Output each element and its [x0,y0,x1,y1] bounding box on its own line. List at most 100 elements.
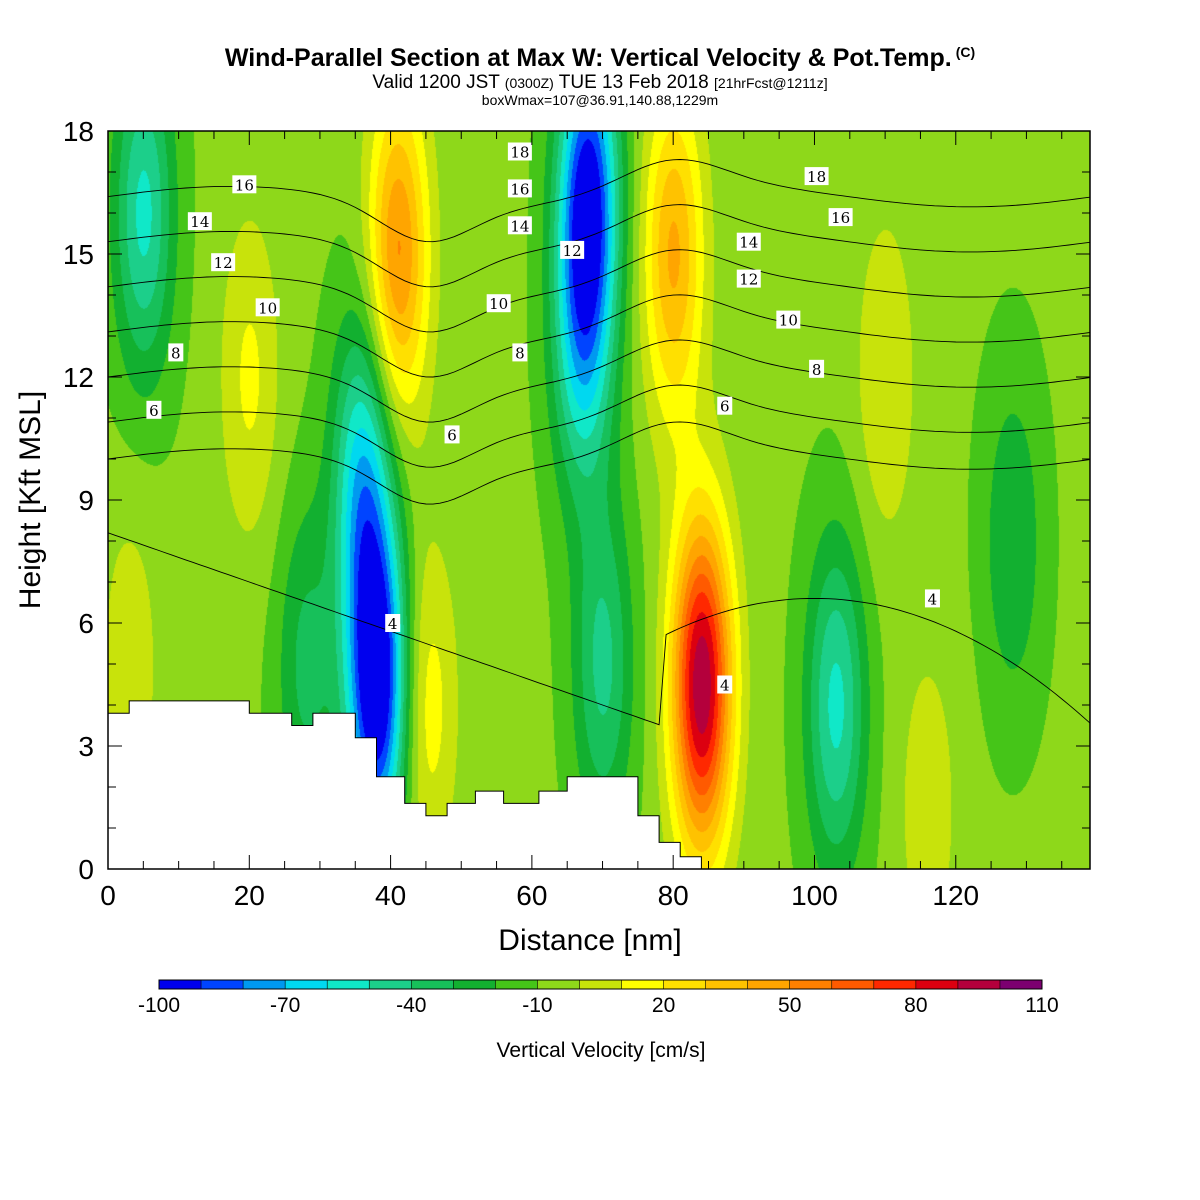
x-tick-label: 60 [516,880,547,911]
colorbar-swatch [999,980,1043,989]
contour-label-bg [776,310,801,329]
contour-label: 18 [510,144,529,162]
x-tick-label: 40 [375,880,406,911]
colorbar-swatch [327,980,370,989]
colorbar-swatch [495,980,538,989]
colorbar-swatch [663,980,707,989]
colorbar-swatch [915,980,959,989]
colorbar-swatch [285,980,328,989]
forecast-info: [21hrFcst@1211z] [714,75,828,91]
colorbar-swatch [201,980,244,989]
y-tick-label: 9 [78,485,94,516]
contour-label-bg [187,212,212,231]
contour-label: 4 [388,615,398,633]
contour-label-bg [512,343,528,362]
terrain-mask [107,700,702,870]
title-copyright: (C) [955,44,976,60]
contour-label: 12 [739,271,758,289]
contour-label-bg [486,294,511,313]
colorbar-swatch [957,980,1001,989]
contour-label: 8 [515,344,525,362]
y-tick-label: 6 [78,608,94,639]
contour-label-bg [507,216,532,235]
x-tick-label: 120 [932,880,979,911]
contour-label-bg [255,298,280,317]
valid-utc: (0300Z) [504,75,554,91]
colorbar-swatch [369,980,412,989]
contour-label-bg [736,232,761,251]
contour-label: 6 [720,398,730,416]
contour-label: 8 [171,344,181,362]
contour-label-bg [804,167,829,186]
colorbar-swatch [831,980,875,989]
contour-label-bg [444,425,460,444]
theta-contour-8 [108,384,1090,468]
contour-label-bg [146,400,162,419]
title-main: Wind-Parallel Section at Max W: Vertical… [224,44,952,72]
colorbar-tick-label: -10 [522,994,552,1017]
contour-label-bg [385,614,401,632]
theta-contour-14 [108,249,1090,333]
contour-label-bg [924,589,940,608]
colorbar-swatch [243,980,286,989]
contour-labels: 16 14 12 10 8 6 18 16 14 12 10 8 6 18 16 14 12 10 8 6 4 4 4 [146,142,940,695]
contour-label-bg [828,208,853,227]
y-tick-label: 15 [63,239,94,270]
colorbar-frame [158,979,1043,990]
contour-label: 4 [720,677,730,695]
colorbar-tick-label: 20 [652,994,675,1017]
colorbar-swatch [621,980,665,989]
colorbar-label: Vertical Velocity [cm/s] [497,1039,706,1062]
contour-label: 18 [807,168,826,186]
colorbar-tick-label: 110 [1025,994,1058,1017]
contour-label: 12 [563,242,582,260]
contour-label-bg [809,359,825,378]
x-tick-label: 0 [100,880,116,911]
contour-label-bg [507,179,532,198]
contour-label: 12 [214,254,233,272]
contour-label: 10 [258,299,277,317]
contour-label: 6 [149,402,159,420]
contour-label-bg [507,142,532,161]
valid-date: TUE 13 Feb 2018 [558,72,709,93]
colorbar-swatch [453,980,496,989]
contour-label: 8 [812,361,822,379]
contour-label-bg [717,396,733,415]
contour-label-bg [717,675,733,694]
contour-label-bg [211,253,236,272]
contour-label: 10 [489,295,508,313]
valid-time: Valid 1200 JST [372,72,500,93]
colorbar-swatch [159,980,202,989]
axis-ticks: 0 20 40 60 80 100 120 0 3 6 9 12 15 18 [63,116,1090,911]
chart-subtitle: Valid 1200 JST (0300Z) TUE 13 Feb 2018 [… [0,72,1200,94]
contour-label-bg [736,269,761,288]
y-tick-label: 3 [78,731,94,762]
colorbar-swatch [537,980,580,989]
contour-label-bg [560,240,585,259]
y-tick-label: 0 [78,854,94,885]
colorbar: -100 -70 -40 -10 20 50 80 110 Vertical Velocity … [138,979,1059,1062]
contour-label: 16 [510,180,529,198]
y-axis-label: Height [Kft MSL] [14,391,47,609]
box-wmax-info: boxWmax=107@36.91,140.88,1229m [481,92,719,108]
theta-contours [108,159,1090,726]
colorbar-swatch [579,980,623,989]
x-tick-label: 100 [791,880,838,911]
theta-contour-6 [108,421,1090,505]
theta-contour-10 [108,339,1090,423]
colorbar-swatch [705,980,749,989]
theta-contour-4 [108,532,1090,726]
contour-label-bg [232,175,257,194]
x-tick-label: 80 [658,880,689,911]
contour-label: 10 [779,312,798,330]
x-tick-label: 20 [234,880,265,911]
colorbar-swatch [747,980,791,989]
colorbar-swatch [789,980,833,989]
colorbar-swatch [873,980,917,989]
colorbar-tick-label: 80 [904,994,927,1017]
colorbar-tick-label: 50 [778,994,801,1017]
contour-label: 14 [190,213,209,231]
contour-label: 14 [510,217,529,235]
contour-label-bg [168,343,184,362]
